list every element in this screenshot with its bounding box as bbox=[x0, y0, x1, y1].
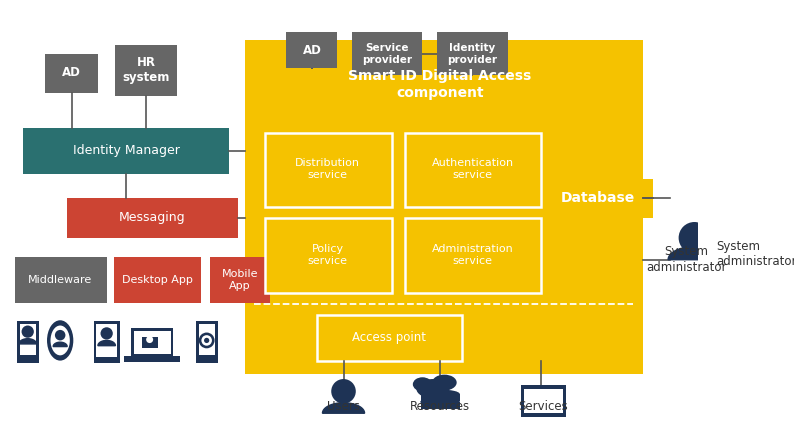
FancyBboxPatch shape bbox=[210, 257, 270, 303]
FancyBboxPatch shape bbox=[405, 132, 541, 207]
FancyBboxPatch shape bbox=[544, 179, 653, 218]
Polygon shape bbox=[53, 342, 67, 347]
FancyBboxPatch shape bbox=[17, 321, 39, 363]
FancyBboxPatch shape bbox=[317, 315, 462, 361]
Text: Distribution
service: Distribution service bbox=[295, 159, 360, 180]
Text: Users: Users bbox=[327, 400, 360, 413]
FancyBboxPatch shape bbox=[521, 385, 566, 419]
Circle shape bbox=[202, 335, 212, 346]
FancyBboxPatch shape bbox=[264, 132, 391, 207]
FancyBboxPatch shape bbox=[14, 257, 106, 303]
FancyBboxPatch shape bbox=[20, 324, 37, 355]
Text: Database: Database bbox=[561, 191, 635, 205]
FancyBboxPatch shape bbox=[114, 257, 202, 303]
Ellipse shape bbox=[420, 389, 460, 398]
Text: AD: AD bbox=[62, 66, 81, 79]
FancyBboxPatch shape bbox=[124, 356, 180, 362]
Polygon shape bbox=[322, 403, 364, 413]
FancyBboxPatch shape bbox=[524, 388, 563, 413]
FancyBboxPatch shape bbox=[115, 45, 177, 95]
Text: Administration
service: Administration service bbox=[432, 244, 514, 266]
Ellipse shape bbox=[420, 397, 460, 406]
Circle shape bbox=[101, 327, 113, 340]
FancyBboxPatch shape bbox=[142, 337, 157, 349]
FancyBboxPatch shape bbox=[353, 32, 422, 75]
Text: AD: AD bbox=[303, 44, 322, 56]
Polygon shape bbox=[19, 339, 37, 344]
FancyBboxPatch shape bbox=[512, 417, 575, 424]
Ellipse shape bbox=[51, 325, 70, 355]
Text: System
administrator: System administrator bbox=[646, 246, 727, 274]
Text: Authentication
service: Authentication service bbox=[431, 159, 514, 180]
FancyBboxPatch shape bbox=[67, 198, 238, 238]
Polygon shape bbox=[668, 246, 721, 260]
Ellipse shape bbox=[416, 379, 449, 398]
Text: Identity
provider: Identity provider bbox=[448, 43, 498, 64]
Text: System
administrator: System administrator bbox=[716, 240, 794, 268]
FancyBboxPatch shape bbox=[45, 54, 98, 93]
Circle shape bbox=[204, 338, 210, 343]
Text: Services: Services bbox=[518, 400, 569, 413]
Circle shape bbox=[331, 379, 356, 404]
Ellipse shape bbox=[413, 377, 432, 391]
FancyBboxPatch shape bbox=[94, 321, 120, 363]
Circle shape bbox=[146, 336, 153, 343]
Ellipse shape bbox=[432, 375, 457, 390]
FancyBboxPatch shape bbox=[131, 328, 173, 358]
FancyBboxPatch shape bbox=[421, 402, 461, 409]
Text: Policy
service: Policy service bbox=[308, 244, 348, 266]
FancyBboxPatch shape bbox=[23, 128, 229, 174]
Text: Service
provider: Service provider bbox=[362, 43, 412, 64]
FancyBboxPatch shape bbox=[134, 331, 171, 353]
FancyBboxPatch shape bbox=[437, 32, 507, 75]
Text: Desktop App: Desktop App bbox=[122, 275, 193, 285]
FancyBboxPatch shape bbox=[287, 32, 337, 68]
FancyBboxPatch shape bbox=[421, 394, 461, 401]
FancyBboxPatch shape bbox=[245, 40, 642, 374]
Circle shape bbox=[21, 325, 34, 338]
Polygon shape bbox=[98, 341, 115, 346]
Ellipse shape bbox=[47, 320, 73, 361]
FancyBboxPatch shape bbox=[264, 218, 391, 293]
Text: HR
system: HR system bbox=[122, 56, 170, 84]
FancyBboxPatch shape bbox=[405, 218, 541, 293]
Circle shape bbox=[55, 330, 65, 341]
Text: Access point: Access point bbox=[352, 331, 426, 344]
Circle shape bbox=[198, 333, 214, 349]
Text: Resources: Resources bbox=[410, 400, 470, 413]
Text: Smart ID Digital Access
component: Smart ID Digital Access component bbox=[349, 69, 532, 99]
Text: Messaging: Messaging bbox=[119, 211, 186, 224]
Text: Mobile
App: Mobile App bbox=[222, 269, 258, 291]
FancyBboxPatch shape bbox=[196, 321, 218, 363]
FancyBboxPatch shape bbox=[96, 324, 118, 357]
Text: Middleware: Middleware bbox=[28, 275, 92, 285]
FancyBboxPatch shape bbox=[198, 324, 215, 355]
Circle shape bbox=[679, 222, 710, 254]
Text: Identity Manager: Identity Manager bbox=[72, 144, 179, 158]
